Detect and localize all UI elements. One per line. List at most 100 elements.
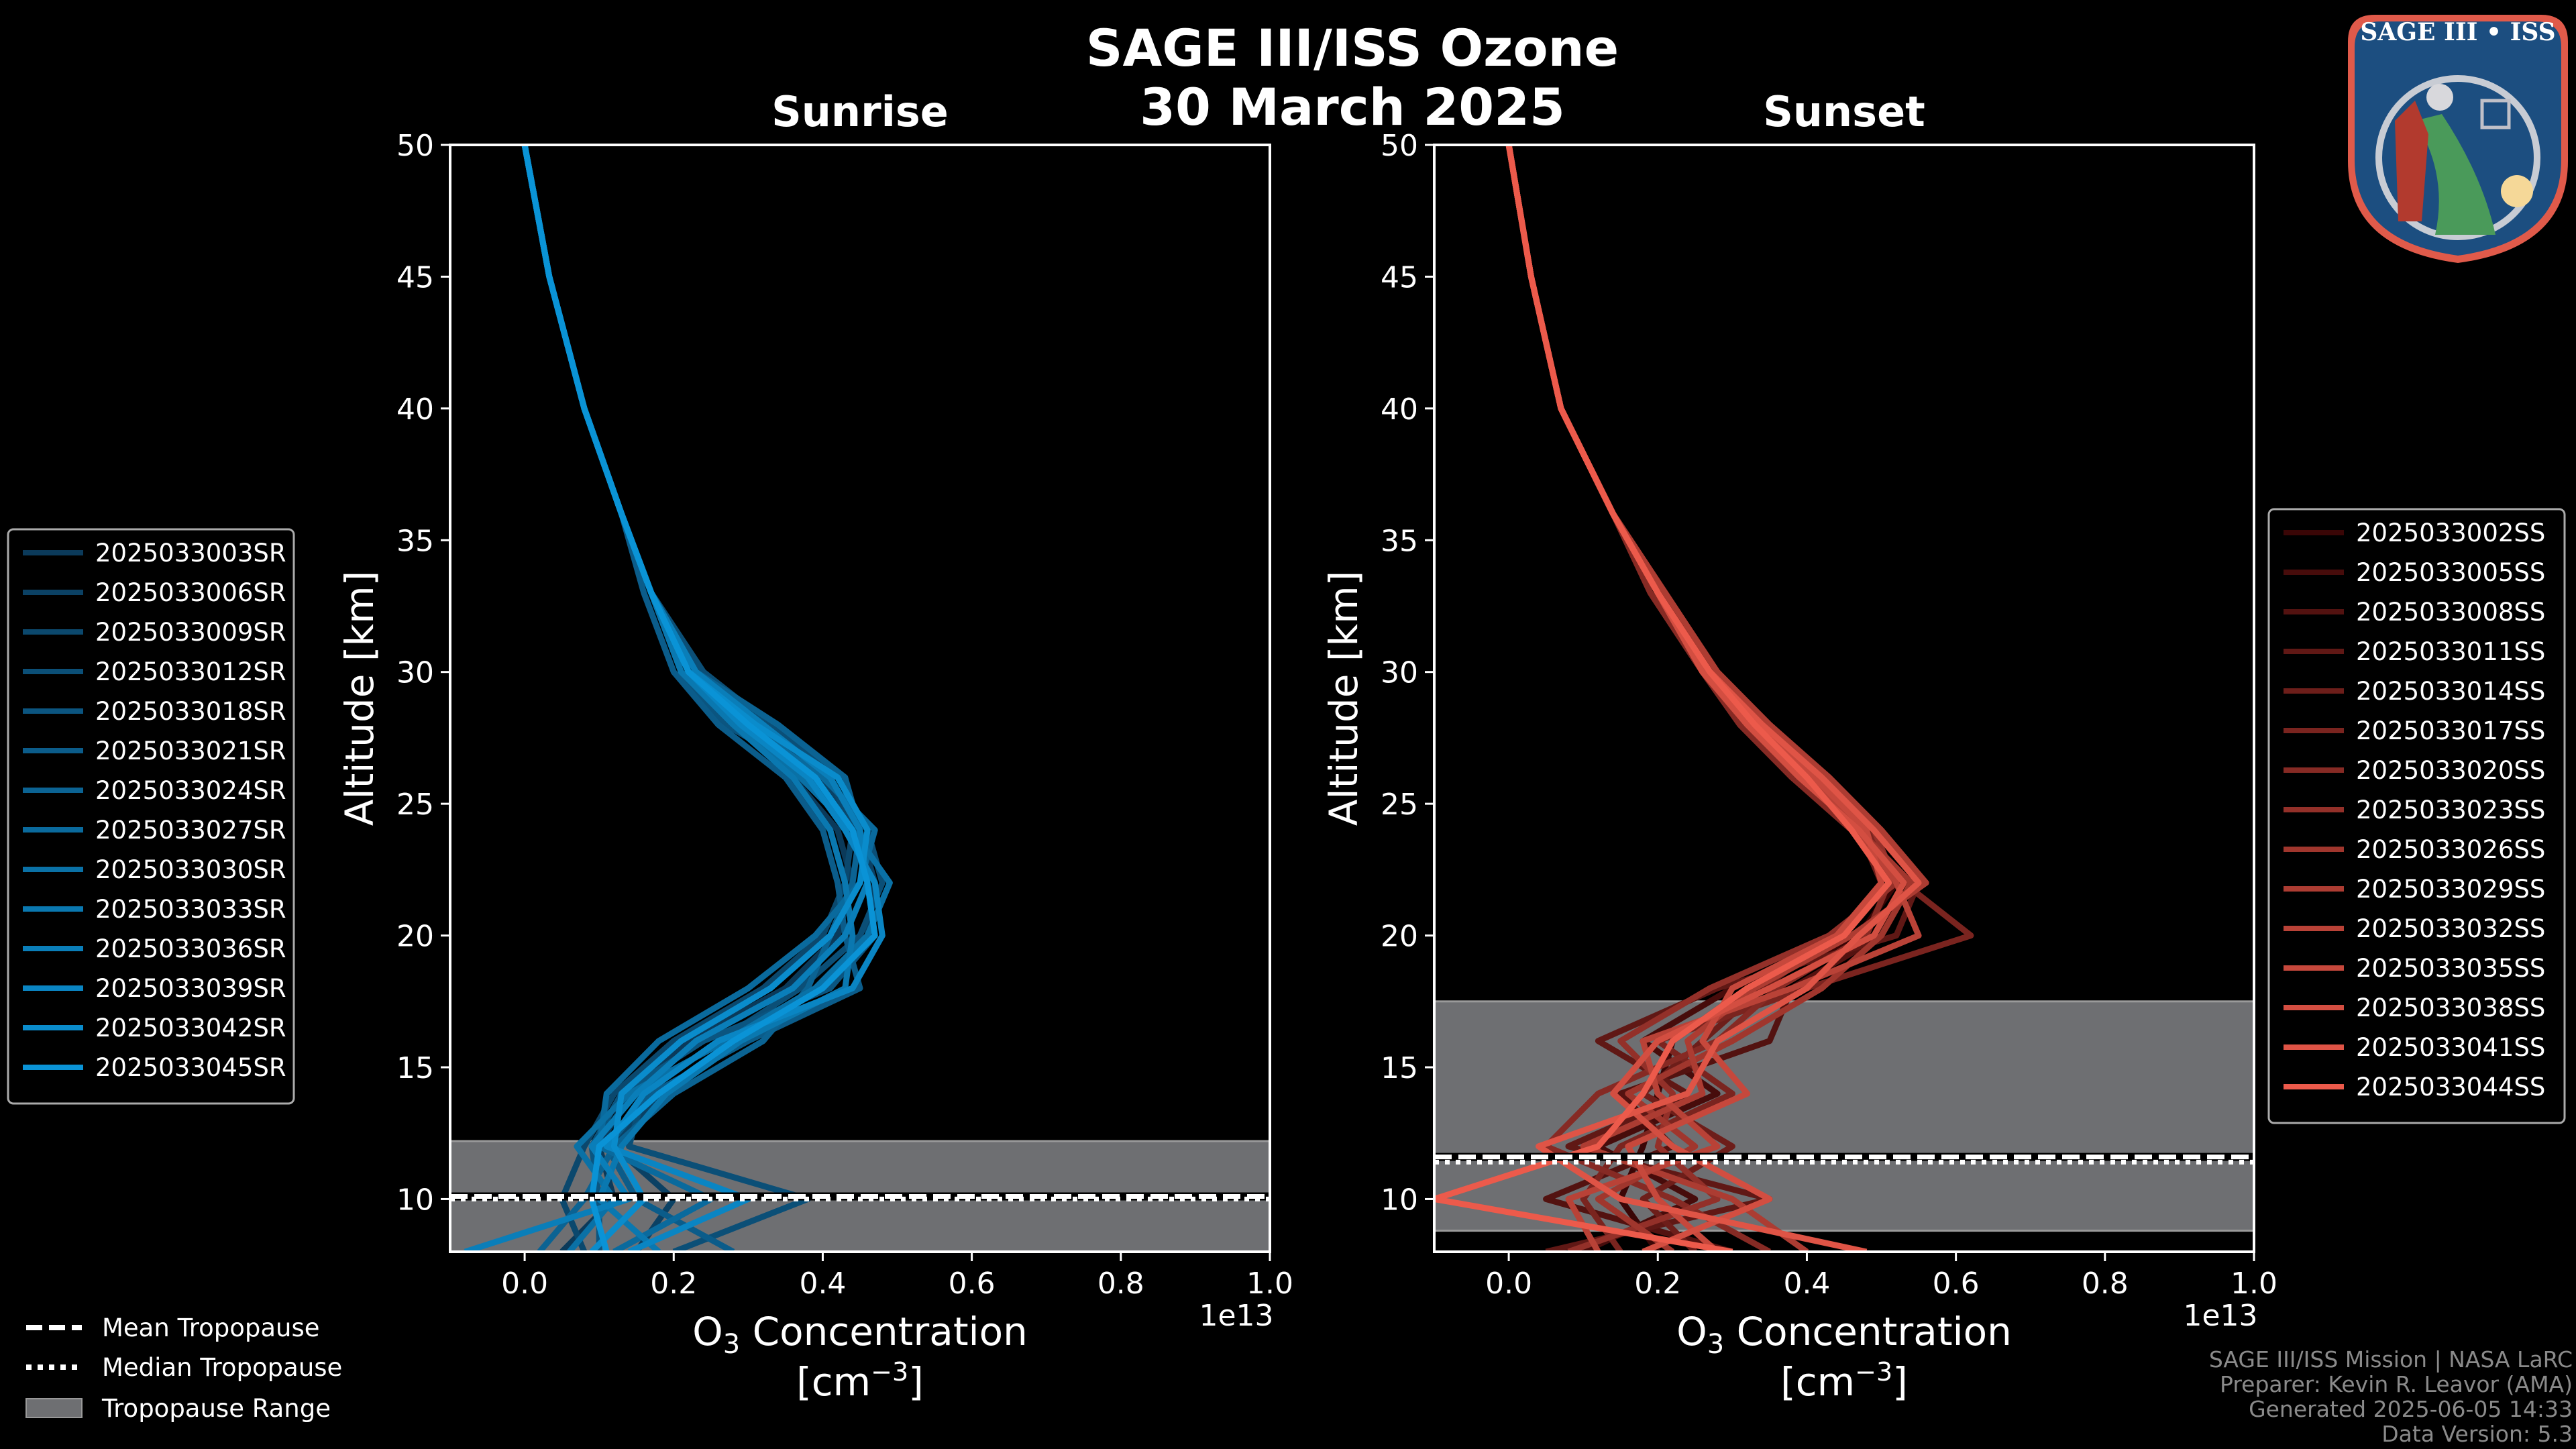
legend-entry: 2025033014SS (2356, 677, 2545, 706)
x-axis-unit-exponent: −3 (871, 1357, 908, 1387)
x-axis-unit: [cm−3] (1780, 1357, 1908, 1405)
sage-iii-iss-logo: SAGE III • ISS (2348, 15, 2568, 263)
legend-entry: 2025033026SS (2356, 835, 2545, 864)
legend-entry: 2025033009SR (95, 618, 286, 647)
logo-text: SAGE III • ISS (2360, 18, 2555, 46)
y-tick-label: 35 (1381, 524, 1418, 558)
footer-preparer: Preparer: Kevin R. Leavor (AMA) (2220, 1371, 2573, 1397)
legend-entry: 2025033033SR (95, 895, 286, 924)
legend-entry: 2025033038SS (2356, 994, 2545, 1022)
x-tick-label: 1.0 (2231, 1267, 2277, 1301)
x-axis-unit-end: ] (1892, 1359, 1908, 1405)
profile-line-2025033045SR (521, 145, 878, 1252)
x-tick-label: 0.8 (2082, 1267, 2129, 1301)
legend-entry: 2025033035SS (2356, 954, 2545, 983)
x-tick-label: 0.2 (650, 1267, 697, 1301)
x-tick-label: 0.4 (799, 1267, 846, 1301)
x-axis-label-rest: Concentration (1724, 1309, 2012, 1354)
x-offset-multiplier: 1e13 (1199, 1299, 1273, 1333)
footer-mission: SAGE III/ISS Mission | NASA LaRC (2209, 1346, 2573, 1373)
x-axis-label: O3 Concentration (1676, 1309, 2012, 1360)
x-axis-label-subscript: 3 (723, 1329, 740, 1360)
x-axis-label-subscript: 3 (1707, 1329, 1724, 1360)
x-axis-label-rest: Concentration (740, 1309, 1028, 1354)
footer-credits: SAGE III/ISS Mission | NASA LaRC Prepare… (2209, 1346, 2573, 1447)
sunrise-legend: 2025033003SR 2025033006SR 2025033009SR 2025… (7, 528, 295, 1105)
plot-frame (1433, 144, 2255, 1253)
legend-entry: 2025033017SS (2356, 716, 2545, 745)
y-tick-label: 30 (396, 656, 434, 690)
legend-entry: 2025033018SR (95, 697, 286, 726)
legend-entry: 2025033023SS (2356, 796, 2545, 824)
panel-title: Sunset (1763, 87, 1925, 136)
legend-entry: 2025033005SS (2356, 558, 2545, 587)
x-axis-label-o: O (1676, 1309, 1707, 1354)
y-tick-label: 30 (1381, 656, 1418, 690)
sunset-legend: 2025033002SS 2025033005SS 2025033008SS 2025… (2267, 508, 2566, 1124)
y-tick-label: 20 (1381, 920, 1418, 954)
tropopause-range-band (1434, 1000, 2254, 1232)
legend-entry: 2025033003SR (95, 539, 286, 568)
y-tick-label: 45 (1381, 260, 1418, 294)
legend-entry: 2025033042SR (95, 1014, 286, 1042)
x-axis-unit-end: ] (908, 1359, 924, 1405)
x-axis-unit-base: [cm (1780, 1359, 1855, 1405)
x-tick-label: 0.0 (501, 1267, 548, 1301)
y-axis-label: Altitude [km] (337, 571, 382, 826)
x-tick-label: 0.4 (1783, 1267, 1830, 1301)
y-tick-label: 25 (1381, 788, 1418, 822)
median-tropopause-label: Median Tropopause (102, 1353, 342, 1382)
legend-entry: 2025033039SR (95, 974, 286, 1003)
y-tick-label: 10 (1381, 1183, 1418, 1217)
figure-title-line1: SAGE III/ISS Ozone (1086, 18, 1619, 78)
x-tick-label: 0.6 (949, 1267, 996, 1301)
y-tick-label: 35 (396, 524, 434, 558)
x-axis-label: O3 Concentration (692, 1309, 1028, 1360)
y-tick-label: 50 (396, 129, 434, 163)
mean-tropopause-label: Mean Tropopause (102, 1313, 320, 1342)
sunset-panel: 0.0 0.2 0.4 0.6 0.8 1.0 10 15 20 25 30 35 40 45 50 1e13… (1321, 87, 2277, 1405)
x-axis-unit-base: [cm (796, 1359, 871, 1405)
legend-entry: 2025033008SS (2356, 598, 2545, 627)
plot-frame (449, 144, 1271, 1253)
x-axis-unit: [cm−3] (796, 1357, 924, 1405)
legend-entry: 2025033021SR (95, 737, 286, 765)
legend-entry: 2025033020SS (2356, 756, 2545, 785)
legend-entry: 2025033024SR (95, 776, 286, 805)
legend-entry: 2025033036SR (95, 934, 286, 963)
plot-content (1434, 145, 2254, 1252)
plot-area (450, 145, 1270, 1252)
tropopause-legend: Mean Tropopause Median Tropopause Tropop… (25, 1313, 342, 1423)
figure-title-line2: 30 March 2025 (1140, 77, 1565, 137)
x-tick-label: 0.0 (1485, 1267, 1532, 1301)
legend-entry: 2025033045SR (95, 1053, 286, 1082)
x-tick-label: 0.8 (1097, 1267, 1144, 1301)
legend-entry: 2025033030SR (95, 855, 286, 884)
x-axis-label-o: O (692, 1309, 723, 1354)
x-axis-unit-exponent: −3 (1855, 1357, 1892, 1387)
legend-entry: 2025033011SS (2356, 637, 2545, 666)
legend-entry: 2025033032SS (2356, 914, 2545, 943)
tropopause-range-label: Tropopause Range (101, 1394, 331, 1423)
y-tick-label: 40 (1381, 392, 1418, 427)
y-tick-label: 25 (396, 788, 434, 822)
footer-generated: Generated 2025-06-05 14:33 (2249, 1396, 2573, 1422)
y-axis-label: Altitude [km] (1321, 571, 1366, 826)
panel-title: Sunrise (771, 87, 949, 136)
sunrise-panel: 0.0 0.2 0.4 0.6 0.8 1.0 10 15 20 25 30 35 40 45 50 1e13… (337, 87, 1293, 1405)
plot-content (450, 145, 1270, 1252)
y-tick-label: 45 (396, 260, 434, 294)
legend-entry: 2025033041SS (2356, 1033, 2545, 1062)
profile-line-2025033044SS (1434, 145, 1892, 1252)
legend-entry: 2025033029SS (2356, 875, 2545, 904)
y-tick-label: 10 (396, 1183, 434, 1217)
legend-entry: 2025033044SS (2356, 1073, 2545, 1102)
y-tick-label: 15 (396, 1051, 434, 1085)
x-offset-multiplier: 1e13 (2183, 1299, 2257, 1333)
x-tick-label: 0.6 (1933, 1267, 1980, 1301)
y-tick-label: 20 (396, 920, 434, 954)
footer-data-version: Data Version: 5.3 (2381, 1421, 2573, 1447)
x-tick-label: 0.2 (1634, 1267, 1681, 1301)
y-tick-label: 50 (1381, 129, 1418, 163)
